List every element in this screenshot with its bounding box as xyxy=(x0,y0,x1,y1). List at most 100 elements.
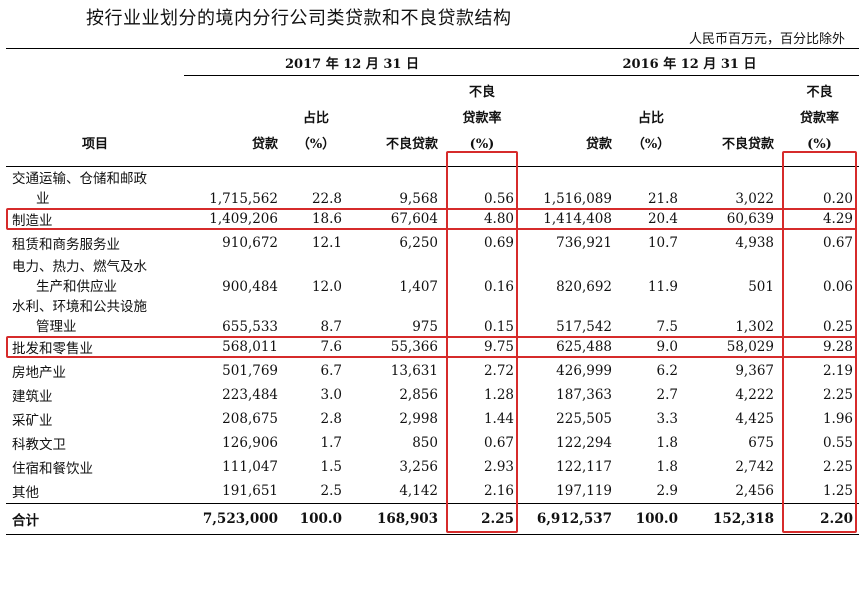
total-row: 合计 7,523,000 100.0 168,903 2.25 6,912,53… xyxy=(6,503,859,535)
table-cell: 975 xyxy=(412,319,438,335)
table-cell: 4,938 xyxy=(735,235,774,251)
table-row: 制造业 1,409,206 18.6 67,604 4.80 1,414,408 20.4 6… xyxy=(6,207,859,231)
total-cell: 2.20 xyxy=(780,503,859,535)
table-cell: 9,367 xyxy=(735,363,774,379)
table-cell: 3.3 xyxy=(656,411,678,427)
table-cell: 1,715,562 xyxy=(209,191,278,207)
table-cell: 122,294 xyxy=(556,435,612,451)
table-cell: 0.67 xyxy=(483,435,514,451)
table-cell: 1,414,408 xyxy=(543,211,612,227)
table-cell: 3.0 xyxy=(320,387,342,403)
table-cell: 2.93 xyxy=(483,459,514,475)
table-cell: 1,516,089 xyxy=(543,191,612,207)
table-cell: 2,998 xyxy=(399,411,438,427)
table-cell: 850 xyxy=(412,435,438,451)
share-header-2016: 占比 （%） xyxy=(618,75,684,167)
table-cell: 4,142 xyxy=(399,483,438,499)
table-cell: 9.28 xyxy=(822,339,853,355)
table-cell: 4,222 xyxy=(735,387,774,403)
loans-header-2017: 贷款 xyxy=(184,75,284,167)
table-cell: 1,302 xyxy=(735,319,774,335)
row-label: 其他 xyxy=(12,485,39,501)
table-row: 水利、环境和公共设施 管理业 655,533 8.7 975 0.15 517,542 7.5… xyxy=(6,295,859,335)
table-cell: 11.9 xyxy=(647,279,678,295)
table-cell: 1.25 xyxy=(822,483,853,499)
table-cell: 21.8 xyxy=(647,191,678,207)
row-label: 水利、环境和公共设施 管理业 xyxy=(12,299,147,335)
table-cell: 2.5 xyxy=(320,483,342,499)
npl-header-2016: 不良贷款 xyxy=(684,75,780,167)
table-cell: 13,631 xyxy=(390,363,438,379)
table-cell: 2.16 xyxy=(483,483,514,499)
table-cell: 1.28 xyxy=(483,387,514,403)
table-cell: 187,363 xyxy=(556,387,612,403)
share-header-2017: 占比 （%） xyxy=(284,75,348,167)
table-cell: 625,488 xyxy=(556,339,612,355)
total-cell: 2.25 xyxy=(444,503,520,535)
table-cell: 2,456 xyxy=(735,483,774,499)
table-row: 住宿和餐饮业 111,047 1.5 3,256 2.93 122,117 1.8 2,742… xyxy=(6,455,859,479)
table-cell: 2.19 xyxy=(822,363,853,379)
row-label: 租赁和商务服务业 xyxy=(12,237,120,253)
table-cell: 8.7 xyxy=(320,319,342,335)
loans-header-2016: 贷款 xyxy=(520,75,618,167)
table-cell: 655,533 xyxy=(222,319,278,335)
table-row: 房地产业 501,769 6.7 13,631 2.72 426,999 6.2 9,367 2… xyxy=(6,359,859,383)
table-cell: 7.6 xyxy=(320,339,342,355)
table-cell: 1,409,206 xyxy=(209,211,278,227)
table-cell: 2.8 xyxy=(320,411,342,427)
table-cell: 4,425 xyxy=(735,411,774,427)
table-row: 采矿业 208,675 2.8 2,998 1.44 225,505 3.3 4,425 1.9… xyxy=(6,407,859,431)
table-cell: 2.72 xyxy=(483,363,514,379)
table-cell: 58,029 xyxy=(726,339,774,355)
row-label: 建筑业 xyxy=(12,389,53,405)
year-2016-header: 2016 年 12 月 31 日 xyxy=(520,48,859,76)
table-cell: 501 xyxy=(748,279,774,295)
total-cell: 168,903 xyxy=(348,503,444,535)
table-cell: 910,672 xyxy=(222,235,278,251)
table-cell: 55,366 xyxy=(390,339,438,355)
table-cell: 2.25 xyxy=(822,387,853,403)
table-cell: 4.29 xyxy=(822,211,853,227)
row-label: 住宿和餐饮业 xyxy=(12,461,93,477)
row-label: 制造业 xyxy=(12,213,53,229)
table-cell: 9,568 xyxy=(399,191,438,207)
table-cell: 1,407 xyxy=(399,279,438,295)
table-cell: 2.9 xyxy=(656,483,678,499)
table-cell: 1.96 xyxy=(822,411,853,427)
unit-note: 人民币百万元，百分比除外 xyxy=(688,32,845,47)
row-label: 采矿业 xyxy=(12,413,53,429)
table-row: 电力、热力、燃气及水 生产和供应业 900,484 12.0 1,407 0.16 820,… xyxy=(6,255,859,295)
row-label: 房地产业 xyxy=(12,365,66,381)
table-cell: 0.56 xyxy=(483,191,514,207)
table-cell: 0.06 xyxy=(822,279,853,295)
table-cell: 2,742 xyxy=(735,459,774,475)
table-cell: 197,119 xyxy=(556,483,612,499)
total-cell: 7,523,000 xyxy=(184,503,284,535)
table-cell: 10.7 xyxy=(647,235,678,251)
table-cell: 1.8 xyxy=(656,435,678,451)
total-cell: 6,912,537 xyxy=(520,503,618,535)
page-title: 按行业业划分的境内分行公司类贷款和不良贷款结构 xyxy=(86,8,512,29)
table-row: 建筑业 223,484 3.0 2,856 1.28 187,363 2.7 4,222 2.2… xyxy=(6,383,859,407)
table-cell: 126,906 xyxy=(222,435,278,451)
table-cell: 2.25 xyxy=(822,459,853,475)
table-cell: 675 xyxy=(748,435,774,451)
total-cell: 152,318 xyxy=(684,503,780,535)
row-label: 批发和零售业 xyxy=(12,341,93,357)
npl-ratio-header-2017: 不良 贷款率 (%) xyxy=(444,75,520,167)
table-cell: 208,675 xyxy=(222,411,278,427)
table-cell: 0.55 xyxy=(822,435,853,451)
table-cell: 900,484 xyxy=(222,279,278,295)
table-cell: 0.67 xyxy=(822,235,853,251)
table-cell: 0.15 xyxy=(483,319,514,335)
table-cell: 568,011 xyxy=(222,339,278,355)
npl-ratio-header-2016: 不良 贷款率 (%) xyxy=(780,75,859,167)
row-label: 科教文卫 xyxy=(12,437,66,453)
table-cell: 18.6 xyxy=(311,211,342,227)
total-cell: 100.0 xyxy=(284,503,348,535)
table-cell: 6,250 xyxy=(399,235,438,251)
table-cell: 7.5 xyxy=(656,319,678,335)
table-cell: 191,651 xyxy=(222,483,278,499)
table-cell: 1.7 xyxy=(320,435,342,451)
